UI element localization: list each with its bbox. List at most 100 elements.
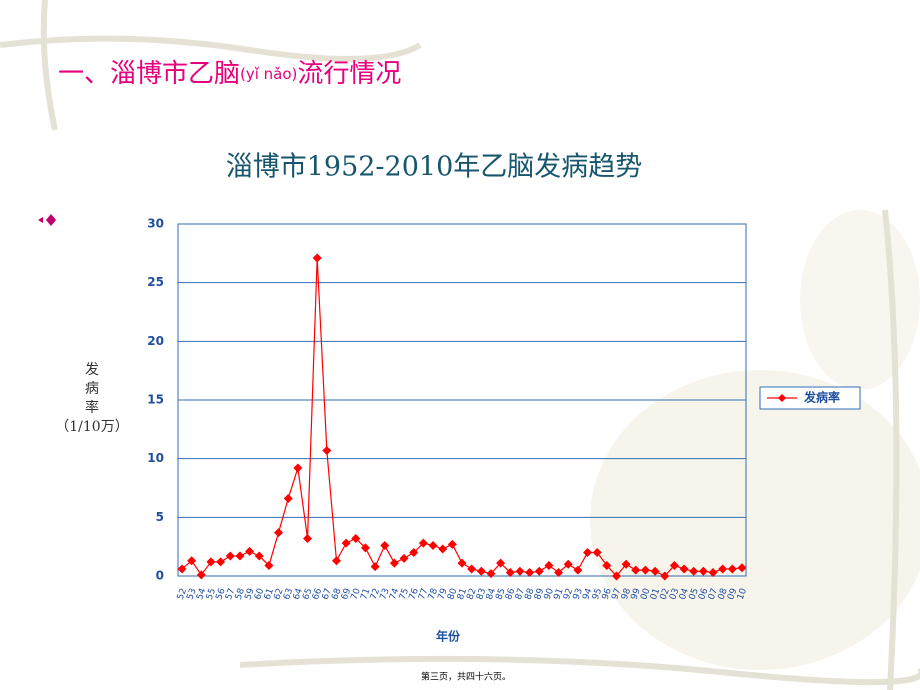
marker bbox=[177, 564, 187, 574]
x-tick-label: 89 bbox=[533, 587, 546, 601]
x-tick-label: 96 bbox=[601, 587, 614, 601]
marker bbox=[727, 564, 737, 574]
marker bbox=[525, 567, 535, 577]
x-tick-label: 06 bbox=[697, 587, 710, 601]
legend-label: 发病率 bbox=[803, 390, 840, 405]
x-tick-label: 93 bbox=[572, 587, 585, 601]
marker bbox=[650, 566, 660, 576]
marker bbox=[245, 546, 255, 556]
x-tick-label: 84 bbox=[485, 587, 498, 601]
x-tick-label: 76 bbox=[408, 587, 421, 601]
y-tick-label: 30 bbox=[147, 217, 164, 231]
y-tick-label: 25 bbox=[147, 275, 164, 289]
title-rest: 流行情况 bbox=[297, 59, 401, 89]
marker bbox=[554, 567, 564, 577]
y-axis-title: 率 bbox=[85, 399, 99, 416]
legend-box bbox=[759, 386, 861, 410]
x-tick-label: 74 bbox=[388, 587, 401, 601]
x-tick-label: 71 bbox=[359, 587, 372, 601]
marker bbox=[573, 565, 583, 575]
marker bbox=[602, 560, 612, 570]
y-tick-label: 0 bbox=[156, 569, 164, 583]
x-tick-label: 64 bbox=[292, 587, 305, 601]
x-tick-label: 72 bbox=[369, 587, 382, 601]
marker bbox=[380, 540, 390, 550]
x-tick-label: 67 bbox=[321, 587, 334, 601]
marker bbox=[563, 559, 573, 569]
x-tick-label: 59 bbox=[243, 587, 256, 601]
x-tick-label: 86 bbox=[504, 587, 517, 601]
x-tick-label: 04 bbox=[678, 587, 691, 601]
x-tick-label: 62 bbox=[272, 587, 285, 601]
marker bbox=[274, 528, 284, 538]
x-tick-label: 68 bbox=[330, 587, 343, 601]
marker bbox=[486, 569, 496, 579]
marker bbox=[457, 558, 467, 568]
x-tick-label: 60 bbox=[253, 587, 266, 601]
marker bbox=[467, 564, 477, 574]
x-tick-label: 53 bbox=[185, 587, 198, 601]
x-tick-label: 09 bbox=[726, 587, 739, 601]
marker bbox=[679, 564, 689, 574]
marker bbox=[216, 557, 226, 567]
marker bbox=[399, 553, 409, 563]
x-tick-label: 81 bbox=[456, 587, 469, 601]
x-tick-label: 80 bbox=[446, 587, 459, 601]
x-tick-label: 94 bbox=[581, 587, 594, 601]
x-tick-label: 66 bbox=[311, 587, 324, 601]
marker bbox=[341, 538, 351, 548]
x-tick-label: 73 bbox=[379, 587, 392, 601]
marker bbox=[331, 556, 341, 566]
x-tick-label: 63 bbox=[282, 587, 295, 601]
x-tick-label: 79 bbox=[437, 587, 450, 601]
marker bbox=[206, 557, 216, 567]
x-tick-label: 85 bbox=[494, 587, 507, 601]
marker bbox=[351, 533, 361, 543]
marker bbox=[476, 566, 486, 576]
x-tick-label: 05 bbox=[688, 587, 701, 601]
x-tick-label: 02 bbox=[659, 587, 672, 601]
marker bbox=[264, 560, 274, 570]
marker bbox=[660, 571, 670, 581]
x-tick-label: 54 bbox=[195, 587, 208, 601]
x-tick-label: 69 bbox=[340, 587, 353, 601]
marker bbox=[708, 567, 718, 577]
x-tick-label: 92 bbox=[562, 587, 575, 601]
x-tick-label: 10 bbox=[736, 587, 749, 601]
marker bbox=[515, 566, 525, 576]
marker bbox=[418, 538, 428, 548]
y-axis-title: （1/10万） bbox=[55, 419, 128, 435]
y-axis-title: 病 bbox=[85, 381, 99, 397]
y-tick-label: 5 bbox=[156, 510, 164, 524]
title-pinyin: (yǐ nǎo) bbox=[240, 65, 297, 83]
x-tick-label: 82 bbox=[465, 587, 478, 601]
y-tick-label: 10 bbox=[147, 451, 164, 465]
marker bbox=[196, 570, 206, 580]
marker bbox=[370, 562, 380, 572]
x-tick-label: 56 bbox=[214, 587, 227, 601]
marker bbox=[187, 556, 197, 566]
x-tick-label: 52 bbox=[176, 587, 189, 601]
x-tick-label: 99 bbox=[630, 587, 643, 601]
x-tick-label: 88 bbox=[523, 587, 536, 601]
marker bbox=[409, 548, 419, 558]
x-axis-title: 年份 bbox=[436, 629, 461, 644]
marker bbox=[225, 551, 235, 561]
marker bbox=[592, 548, 602, 558]
x-tick-label: 90 bbox=[543, 587, 556, 601]
marker bbox=[698, 566, 708, 576]
marker bbox=[235, 551, 245, 561]
x-tick-label: 03 bbox=[668, 587, 681, 601]
marker bbox=[689, 566, 699, 576]
marker bbox=[583, 548, 593, 558]
marker bbox=[505, 567, 515, 577]
marker bbox=[496, 558, 506, 568]
marker bbox=[312, 253, 322, 263]
marker bbox=[669, 560, 679, 570]
x-tick-label: 98 bbox=[620, 587, 633, 601]
marker bbox=[360, 543, 370, 553]
marker bbox=[283, 494, 293, 504]
x-tick-label: 91 bbox=[552, 587, 565, 601]
